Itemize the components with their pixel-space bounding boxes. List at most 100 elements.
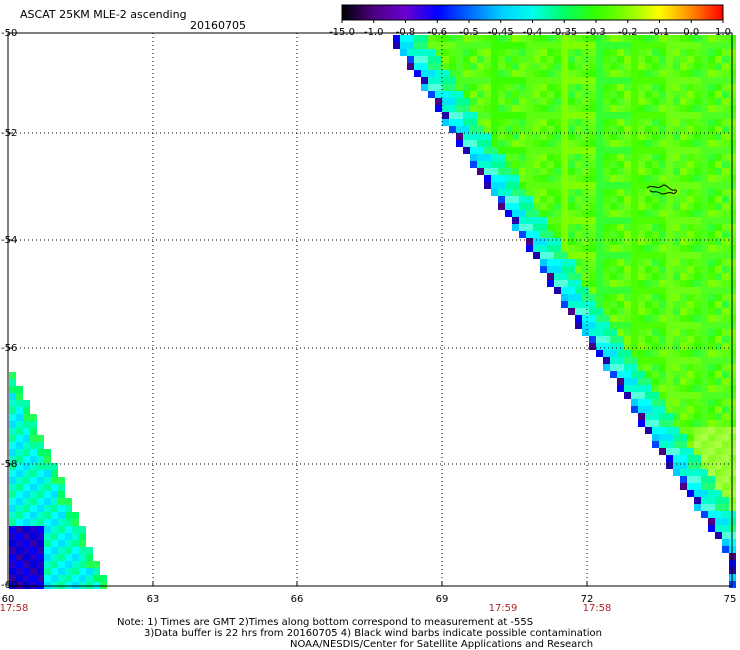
swath-cell xyxy=(652,112,659,119)
swath-cell xyxy=(491,154,498,161)
swath-cell xyxy=(638,280,645,287)
swath-cell xyxy=(561,168,568,175)
swath-cell xyxy=(512,35,519,42)
swath-cell xyxy=(582,189,589,196)
swath-cell xyxy=(526,217,533,224)
swath-cell xyxy=(631,392,638,399)
swath-cell xyxy=(505,42,512,49)
swath-cell xyxy=(715,476,722,483)
swath-cell xyxy=(687,196,694,203)
swath-cell xyxy=(554,49,561,56)
swath-cell xyxy=(9,435,16,442)
swath-cell xyxy=(715,469,722,476)
swath-cell xyxy=(9,393,16,400)
swath-cell xyxy=(519,84,526,91)
swath-cell xyxy=(470,105,477,112)
swath-cell xyxy=(519,105,526,112)
swath-cell xyxy=(631,301,638,308)
swath-cell xyxy=(540,210,547,217)
swath-cell xyxy=(694,126,701,133)
swath-cell xyxy=(673,280,680,287)
swath-cell xyxy=(610,175,617,182)
swath-cell xyxy=(708,462,715,469)
swath-cell xyxy=(589,56,596,63)
swath-cell xyxy=(694,210,701,217)
swath-cell xyxy=(512,168,519,175)
swath-cell xyxy=(694,434,701,441)
swath-cell xyxy=(624,238,631,245)
swath-cell xyxy=(694,91,701,98)
swath-cell xyxy=(65,554,72,561)
swath-cell xyxy=(708,245,715,252)
swath-cell xyxy=(16,547,23,554)
swath-cell xyxy=(624,259,631,266)
swath-cell xyxy=(512,49,519,56)
swath-cell xyxy=(631,399,638,406)
swath-cell xyxy=(687,350,694,357)
swath-cell xyxy=(652,392,659,399)
swath-cell xyxy=(617,140,624,147)
swath-cell xyxy=(687,126,694,133)
swath-cell xyxy=(568,70,575,77)
swath-cell xyxy=(659,448,666,455)
swath-cell xyxy=(638,147,645,154)
swath-cell xyxy=(561,266,568,273)
swath-cell xyxy=(715,364,722,371)
swath-cell xyxy=(30,421,37,428)
swath-cell xyxy=(449,91,456,98)
swath-cell xyxy=(554,84,561,91)
swath-cell xyxy=(30,449,37,456)
swath-cell xyxy=(701,434,708,441)
swath-cell xyxy=(561,189,568,196)
swath-cell xyxy=(568,301,575,308)
swath-cell xyxy=(547,224,554,231)
swath-cell xyxy=(659,77,666,84)
swath-cell xyxy=(582,91,589,98)
swath-cell xyxy=(645,406,652,413)
swath-cell xyxy=(722,105,729,112)
swath-cell xyxy=(680,448,687,455)
swath-cell xyxy=(624,364,631,371)
swath-cell xyxy=(624,245,631,252)
swath-cell xyxy=(617,252,624,259)
swath-cell xyxy=(526,196,533,203)
swath-cell xyxy=(617,35,624,42)
swath-cell xyxy=(484,84,491,91)
swath-cell xyxy=(652,315,659,322)
swath-cell xyxy=(645,175,652,182)
swath-cell xyxy=(512,161,519,168)
swath-cell xyxy=(708,105,715,112)
swath-cell xyxy=(624,280,631,287)
swath-cell xyxy=(547,161,554,168)
swath-cell xyxy=(37,547,44,554)
swath-cell xyxy=(610,119,617,126)
lat-label: -56 xyxy=(1,343,18,354)
swath-cell xyxy=(603,126,610,133)
swath-cell xyxy=(561,35,568,42)
swath-cell xyxy=(72,575,79,582)
swath-cell xyxy=(652,350,659,357)
swath-cell xyxy=(540,245,547,252)
swath-cell xyxy=(16,421,23,428)
swath-cell xyxy=(561,203,568,210)
lat-lon-grid xyxy=(7,32,733,587)
swath-cell xyxy=(9,386,16,393)
swath-cell xyxy=(30,463,37,470)
swath-cell xyxy=(533,238,540,245)
swath-cell xyxy=(666,126,673,133)
swath-cell xyxy=(617,378,624,385)
swath-cell xyxy=(568,105,575,112)
swath-cell xyxy=(652,245,659,252)
swath-cell xyxy=(708,392,715,399)
swath-cell xyxy=(596,42,603,49)
swath-cell xyxy=(708,504,715,511)
swath-cell xyxy=(603,238,610,245)
swath-cell xyxy=(547,77,554,84)
swath-cell xyxy=(680,455,687,462)
swath-cell xyxy=(470,112,477,119)
swath-cell xyxy=(582,56,589,63)
swath-cell xyxy=(617,245,624,252)
swath-cell xyxy=(694,364,701,371)
swath-cell xyxy=(561,210,568,217)
swath-cell xyxy=(659,434,666,441)
